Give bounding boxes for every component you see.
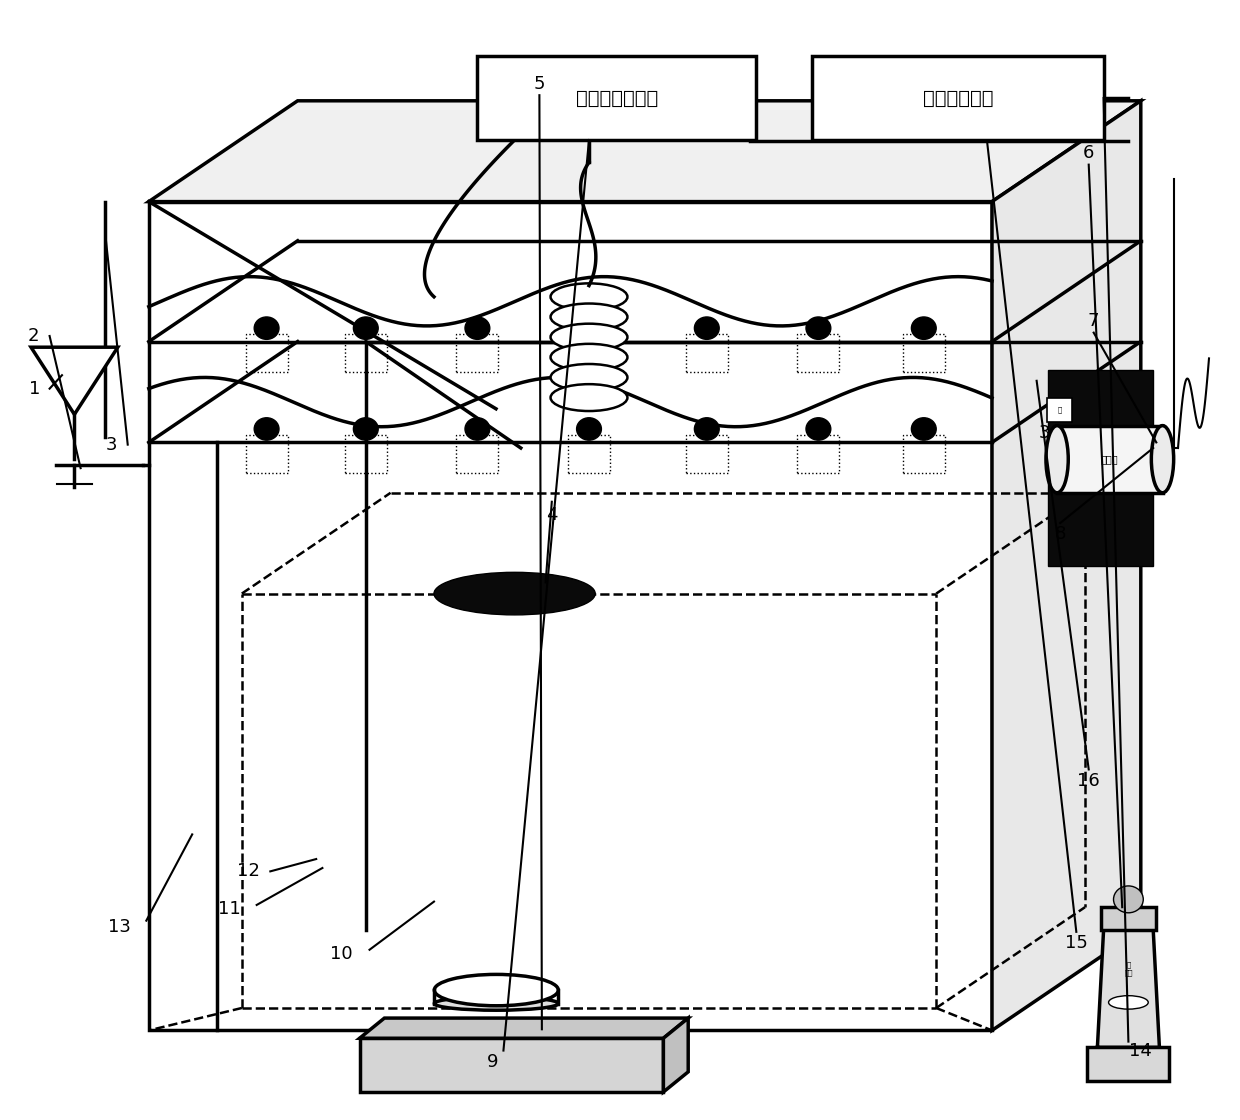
Circle shape (577, 418, 601, 440)
Circle shape (254, 317, 279, 339)
Text: 2: 2 (27, 327, 40, 345)
Text: 7: 7 (1087, 312, 1100, 330)
Bar (360, 1038, 663, 1092)
Bar (797, 334, 839, 372)
Text: 15: 15 (1065, 934, 1087, 952)
Circle shape (911, 317, 936, 339)
Ellipse shape (434, 572, 595, 615)
Ellipse shape (434, 997, 558, 1010)
Text: 口差主: 口差主 (1101, 455, 1118, 464)
Ellipse shape (551, 344, 627, 371)
Ellipse shape (551, 304, 627, 330)
Ellipse shape (551, 384, 627, 411)
Polygon shape (360, 1018, 688, 1038)
Bar (149, 202, 992, 1030)
Ellipse shape (1047, 426, 1069, 493)
Ellipse shape (551, 364, 627, 391)
Bar (345, 435, 387, 473)
Bar (345, 334, 387, 372)
Text: 8: 8 (1054, 525, 1066, 543)
Circle shape (694, 317, 719, 339)
Text: 3: 3 (1038, 424, 1050, 442)
Bar (686, 334, 728, 372)
Polygon shape (149, 101, 1141, 202)
Circle shape (806, 317, 831, 339)
Text: 12: 12 (237, 862, 259, 880)
Text: 10: 10 (330, 945, 352, 963)
Bar (812, 56, 1104, 140)
Polygon shape (1097, 930, 1159, 1047)
Text: 6: 6 (1083, 144, 1095, 162)
Text: 3: 3 (105, 436, 118, 454)
Bar (686, 435, 728, 473)
Circle shape (806, 418, 831, 440)
Bar (246, 334, 288, 372)
Circle shape (465, 317, 490, 339)
Bar (1047, 398, 1071, 422)
Text: 16: 16 (1078, 772, 1100, 790)
Bar (568, 435, 610, 473)
Circle shape (353, 418, 378, 440)
Bar (1087, 1047, 1169, 1081)
Text: 口
差主: 口 差主 (1125, 962, 1132, 976)
Ellipse shape (1109, 996, 1148, 1009)
Bar (456, 334, 498, 372)
Bar (477, 56, 756, 140)
Text: 直流电阻测试仪: 直流电阻测试仪 (575, 88, 658, 108)
Text: 口: 口 (1058, 407, 1061, 413)
Bar (568, 334, 610, 372)
Circle shape (1114, 886, 1143, 913)
Polygon shape (992, 101, 1141, 1030)
Bar (903, 435, 945, 473)
Bar (903, 334, 945, 372)
Bar (1048, 370, 1153, 566)
Bar (1101, 907, 1156, 930)
Circle shape (694, 418, 719, 440)
Text: 微型抽真空泵: 微型抽真空泵 (923, 88, 993, 108)
Ellipse shape (551, 283, 627, 310)
Bar (1058, 426, 1163, 493)
Text: 9: 9 (486, 1053, 498, 1071)
Text: 11: 11 (218, 900, 241, 918)
Circle shape (577, 317, 601, 339)
Text: 5: 5 (533, 75, 546, 93)
Text: 1: 1 (29, 380, 41, 398)
Text: 4: 4 (546, 506, 558, 524)
Circle shape (353, 317, 378, 339)
Ellipse shape (1151, 426, 1174, 493)
Circle shape (911, 418, 936, 440)
Bar (797, 435, 839, 473)
Ellipse shape (551, 324, 627, 351)
Bar (246, 435, 288, 473)
Polygon shape (31, 347, 118, 414)
Bar (456, 435, 498, 473)
Text: 14: 14 (1130, 1042, 1152, 1060)
Circle shape (254, 418, 279, 440)
Ellipse shape (434, 974, 558, 1006)
Polygon shape (663, 1018, 688, 1092)
Circle shape (465, 418, 490, 440)
Text: 13: 13 (108, 918, 130, 936)
